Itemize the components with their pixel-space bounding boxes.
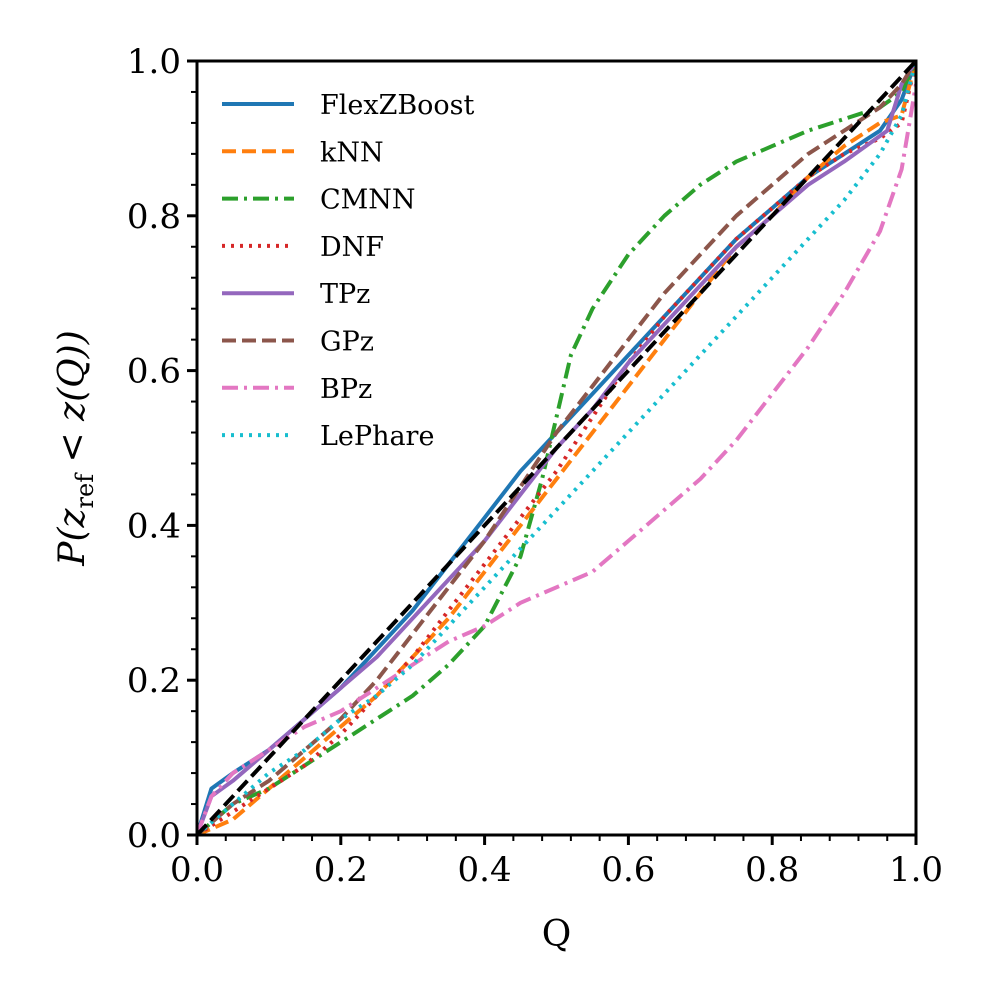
legend-label-lephare: LePhare xyxy=(320,421,434,452)
legend-label-gpz: GPz xyxy=(320,327,374,358)
series-line-knn xyxy=(197,61,916,835)
y-tick-label: 0.6 xyxy=(127,352,181,392)
legend-label-flexzboost: FlexZBoost xyxy=(320,90,475,121)
x-tick-label: 0.8 xyxy=(745,850,799,890)
legend-label-tpz: TPz xyxy=(320,279,370,310)
series-line-cmnn xyxy=(197,61,916,835)
series-line-dnf xyxy=(197,61,916,835)
x-tick-label: 0.2 xyxy=(314,850,368,890)
legend-label-bpz: BPz xyxy=(320,374,372,405)
y-tick-label: 1.0 xyxy=(127,42,181,82)
plot-frame xyxy=(195,59,918,837)
tick-labels: 0.0 0.2 0.4 0.6 0.8 1.0 0.0 0.2 0.4 0.6 0.8 1.0 xyxy=(127,42,943,890)
reference-line-layer xyxy=(197,61,916,835)
y-axis-label: P(zref < z(Q)) xyxy=(52,330,99,566)
x-tick-label: 0.0 xyxy=(170,850,224,890)
y-axis-label-sub: ref xyxy=(71,472,99,509)
series-line-lephare xyxy=(197,61,916,835)
legend-label-dnf: DNF xyxy=(320,232,384,263)
x-tick-label: 0.6 xyxy=(601,850,655,890)
x-axis-label: Q xyxy=(542,914,572,955)
x-tick-label: 1.0 xyxy=(889,850,943,890)
series-line-gpz xyxy=(197,61,916,835)
y-axis-label-prefix: P( xyxy=(52,527,93,567)
y-axis-label-suffix: < z(Q)) xyxy=(52,330,93,474)
reference-line xyxy=(197,61,916,835)
legend-label-cmnn: CMNN xyxy=(320,185,416,216)
x-tick-label: 0.4 xyxy=(458,850,512,890)
legend: FlexZBoost kNN CMNN DNF TPz GPz BPz LePhare xyxy=(222,90,475,452)
legend-label-knn: kNN xyxy=(320,137,384,168)
y-tick-label: 0.0 xyxy=(127,816,181,856)
series-line-bpz xyxy=(197,83,916,835)
y-tick-label: 0.4 xyxy=(127,506,181,546)
y-axis-label-var: z xyxy=(52,507,93,528)
y-tick-label: 0.8 xyxy=(127,197,181,237)
y-tick-label: 0.2 xyxy=(127,661,181,701)
